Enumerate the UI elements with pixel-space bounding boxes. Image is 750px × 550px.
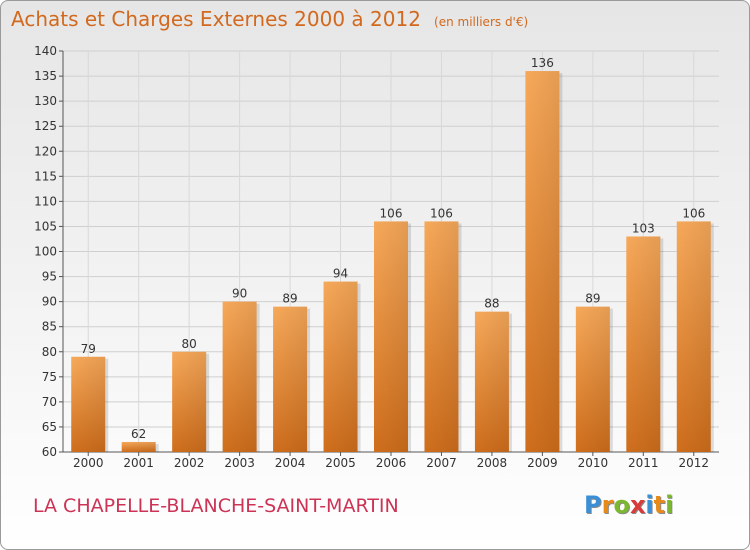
value-label: 106 bbox=[430, 206, 453, 220]
logo-letter: r bbox=[601, 491, 614, 519]
bar-sheen bbox=[172, 351, 207, 452]
y-tick-label: 100 bbox=[34, 245, 57, 259]
y-tick-label: 80 bbox=[42, 345, 57, 359]
axes: 60 65 70 75 80 85 90 95 100 105 110 115 120 125 130 135… bbox=[34, 44, 719, 470]
bar-sheen bbox=[525, 71, 560, 453]
x-tick-label: 2001 bbox=[123, 456, 154, 470]
bar-sheen bbox=[374, 221, 408, 452]
logo-letter: i bbox=[665, 491, 674, 519]
chart-title: Achats et Charges Externes 2000 à 2012 (… bbox=[11, 7, 528, 31]
value-label: 106 bbox=[682, 206, 705, 220]
logo-letter: o bbox=[613, 491, 630, 519]
x-tick-label: 2005 bbox=[325, 456, 356, 470]
data-labels: 79 62 80 90 89 94 106 106 88 136 89 103 106 bbox=[81, 56, 706, 441]
value-label: 88 bbox=[484, 297, 499, 311]
y-tick-label: 120 bbox=[34, 144, 57, 158]
bar-sheen bbox=[323, 281, 358, 452]
y-tick-label: 60 bbox=[42, 445, 57, 459]
bar-sheen bbox=[222, 301, 257, 452]
bar-sheen bbox=[424, 221, 459, 452]
y-tick-label: 110 bbox=[34, 194, 57, 208]
value-label: 89 bbox=[282, 292, 297, 306]
value-label: 136 bbox=[531, 56, 554, 70]
value-label: 89 bbox=[585, 292, 600, 306]
bar-sheen bbox=[273, 306, 308, 452]
y-tick-label: 90 bbox=[42, 295, 57, 309]
bar-sheen bbox=[676, 221, 711, 452]
bar-sheen bbox=[474, 311, 509, 452]
proxiti-logo: Proxiti bbox=[584, 491, 673, 519]
y-tick-label: 85 bbox=[42, 320, 57, 334]
y-tick-label: 70 bbox=[42, 395, 57, 409]
logo-letter: i bbox=[645, 491, 654, 519]
y-tick-label: 140 bbox=[34, 44, 57, 58]
y-tick-label: 115 bbox=[34, 169, 57, 183]
x-tick-label: 2000 bbox=[73, 456, 104, 470]
bar-sheen bbox=[575, 306, 610, 452]
value-label: 62 bbox=[131, 427, 146, 441]
y-tick-label: 135 bbox=[34, 69, 57, 83]
logo-letter: t bbox=[653, 491, 666, 519]
bar-sheen bbox=[626, 236, 661, 452]
unit-text: (en milliers d'€) bbox=[434, 15, 529, 29]
title-text: Achats et Charges Externes 2000 à 2012 bbox=[11, 7, 421, 31]
logo-letter: P bbox=[584, 491, 602, 519]
y-tick-label: 95 bbox=[42, 270, 57, 284]
y-tick-label: 130 bbox=[34, 94, 57, 108]
y-tick-label: 125 bbox=[34, 119, 57, 133]
value-label: 103 bbox=[632, 221, 655, 235]
logo-letter: x bbox=[629, 491, 646, 519]
x-tick-label: 2003 bbox=[224, 456, 255, 470]
x-tick-label: 2011 bbox=[628, 456, 659, 470]
bar-sheen bbox=[71, 356, 106, 452]
x-tick-label: 2008 bbox=[477, 456, 508, 470]
value-label: 106 bbox=[380, 206, 403, 220]
value-label: 94 bbox=[333, 267, 348, 281]
x-tick-label: 2002 bbox=[174, 456, 205, 470]
commune-name: LA CHAPELLE-BLANCHE-SAINT-MARTIN bbox=[33, 495, 399, 517]
x-tick-label: 2010 bbox=[578, 456, 609, 470]
bars bbox=[71, 71, 714, 453]
y-tick-label: 75 bbox=[42, 370, 57, 384]
value-label: 90 bbox=[232, 287, 247, 301]
x-tick-label: 2006 bbox=[376, 456, 407, 470]
y-tick-label: 105 bbox=[34, 219, 57, 233]
x-tick-label: 2009 bbox=[527, 456, 558, 470]
x-tick-label: 2004 bbox=[275, 456, 306, 470]
y-tick-label: 65 bbox=[42, 420, 57, 434]
value-label: 79 bbox=[81, 342, 96, 356]
value-label: 80 bbox=[182, 337, 197, 351]
x-tick-label: 2007 bbox=[426, 456, 457, 470]
x-tick-label: 2012 bbox=[678, 456, 709, 470]
bar-sheen bbox=[121, 441, 156, 452]
